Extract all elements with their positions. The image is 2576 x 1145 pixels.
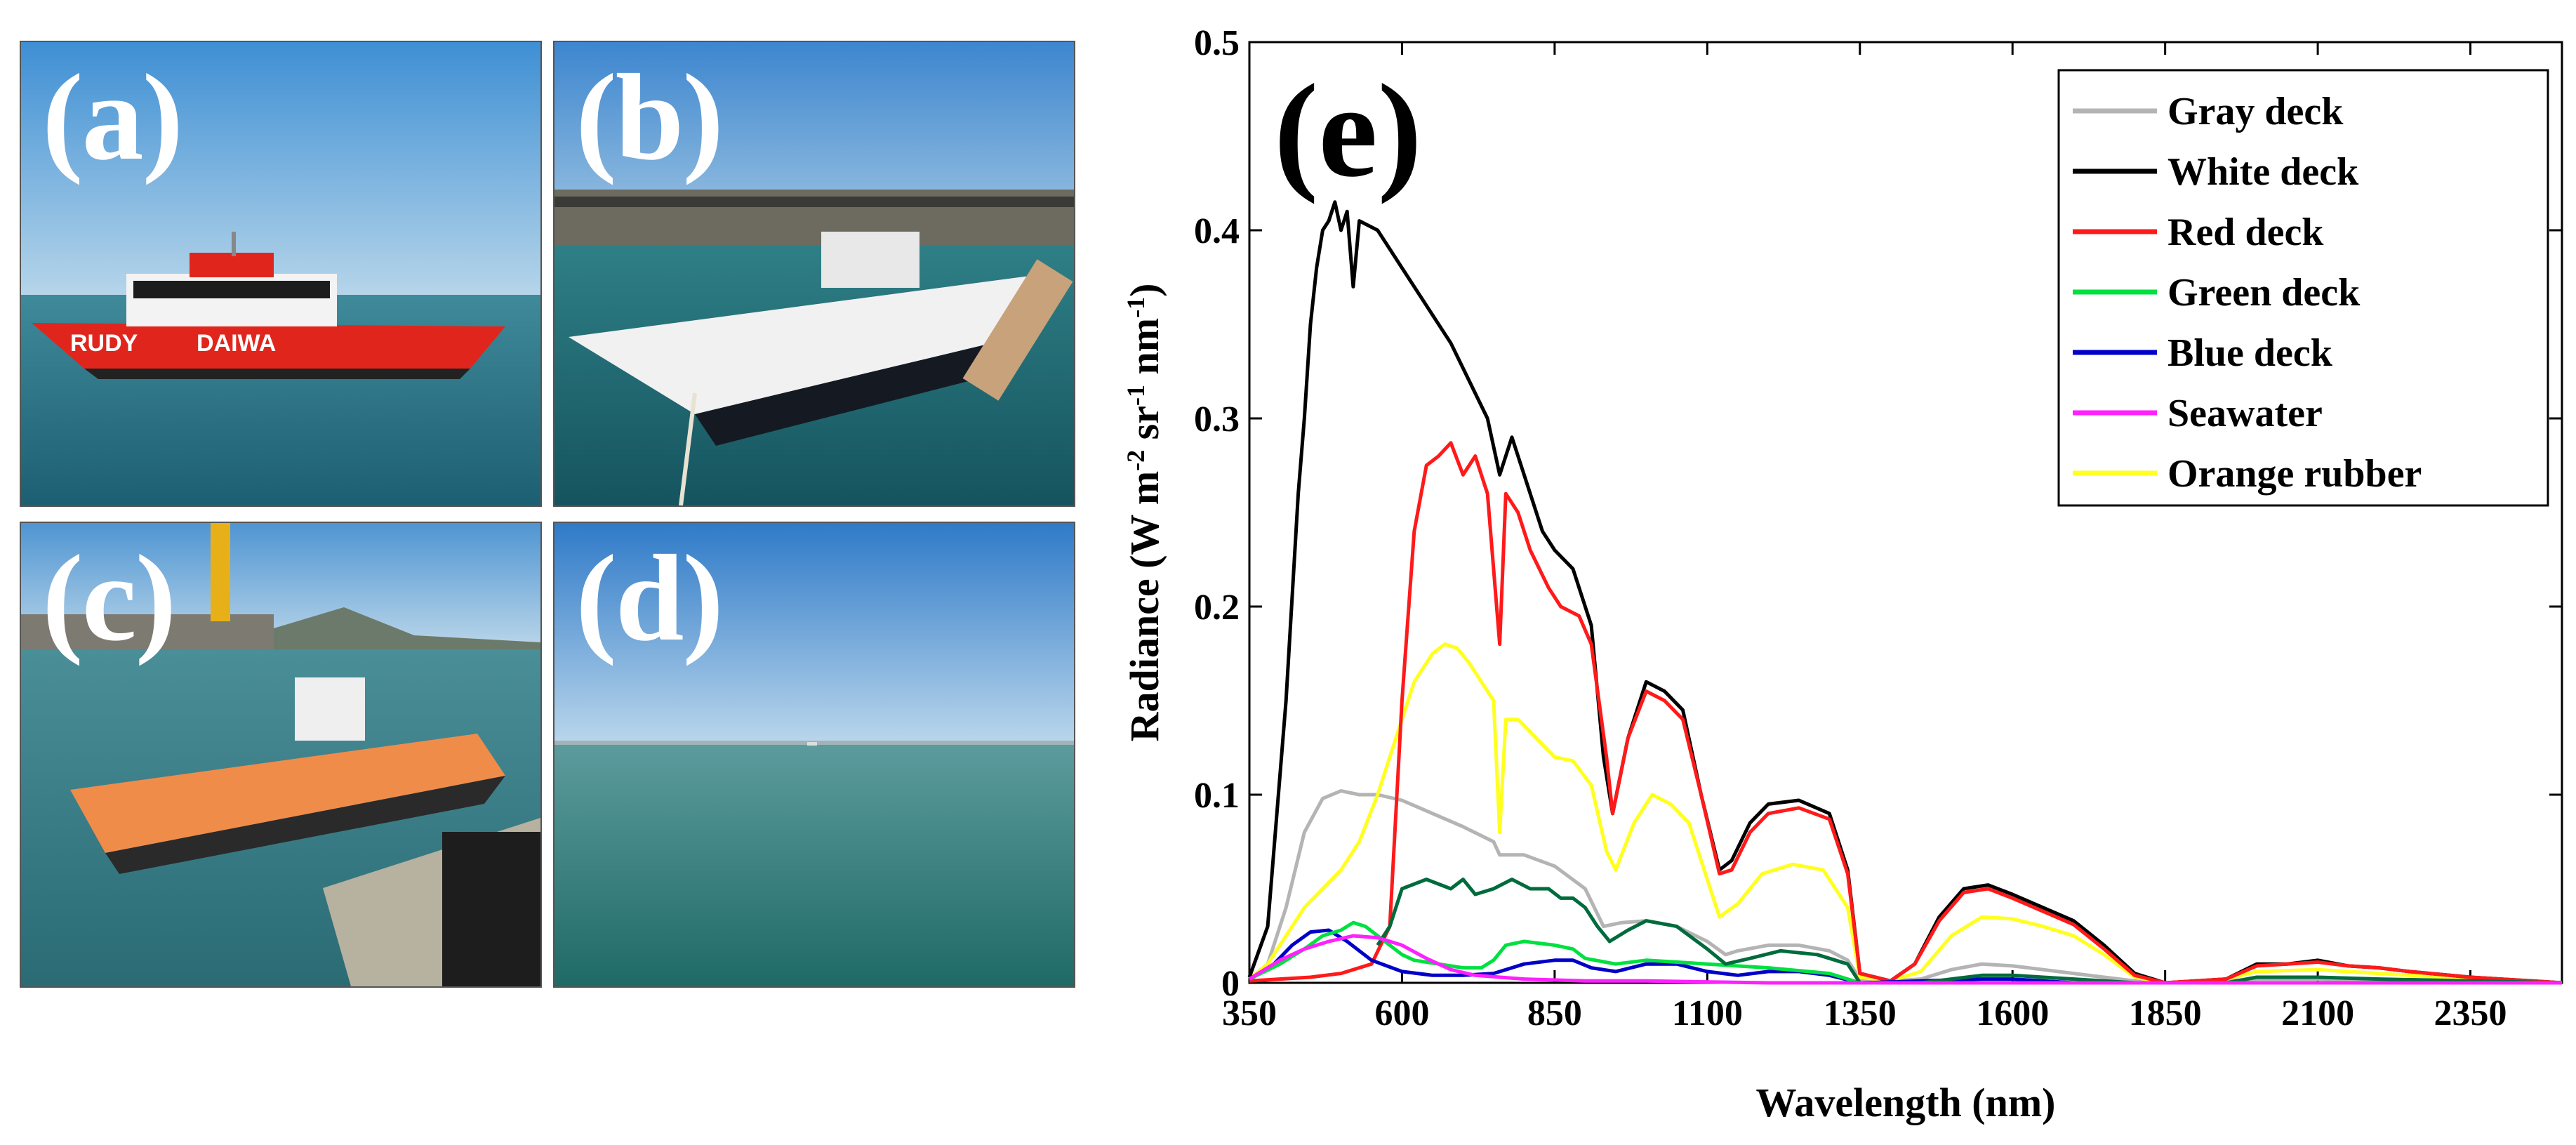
x-tick-label: 350: [1222, 993, 1277, 1033]
series-line-red-deck: [1249, 441, 2563, 985]
panel-label-c: (c): [42, 530, 176, 667]
series-line-seawater: [1248, 934, 2562, 985]
photo-panel-d: (d): [553, 522, 1075, 988]
series-line-gray-deck: [1248, 789, 2562, 985]
panel-label-d: (d): [576, 530, 724, 667]
legend-label-seawater: Seawater: [2167, 392, 2323, 435]
legend-label-white-deck: White deck: [2167, 150, 2359, 194]
legend-label-orange-rubber: Orange rubber: [2167, 452, 2422, 496]
series-lines: [1247, 200, 2563, 985]
y-tick-label: 0.4: [1194, 211, 1240, 251]
x-tick-label: 600: [1374, 993, 1429, 1033]
legend-label-blue-deck: Blue deck: [2167, 331, 2333, 375]
y-axis-title: Radiance (W m-2 sr-1 nm-1): [1122, 284, 1167, 742]
radiance-chart: 0 0.1 0.2 0.3 0.4 0.5 350 600 850 1100 1350 1600 18…: [1122, 23, 2563, 1125]
photo-panel-b: (b): [553, 41, 1075, 507]
series-line-green-deck: [1248, 920, 2562, 985]
x-tick-label: 1850: [2129, 993, 2202, 1033]
x-tick-label: 1350: [1824, 993, 1897, 1033]
seawater-photo: [555, 523, 1074, 986]
x-axis-title: Wavelength (nm): [1756, 1080, 2056, 1125]
white-deck-boat-photo: [555, 42, 1074, 505]
y-axis-ticks: 0 0.1 0.2 0.3 0.4 0.5: [1194, 23, 2562, 1004]
red-deck-boat-photo: RUDY DAIWA: [21, 42, 540, 505]
panel-label-e: (e): [1274, 58, 1422, 205]
x-tick-label: 1600: [1976, 993, 2049, 1033]
y-tick-label: 0: [1221, 964, 1240, 1004]
y-tick-label: 0.1: [1194, 776, 1240, 816]
x-axis-ticks: 350 600 850 1100 1350 1600 1850 2100 2350: [1222, 42, 2507, 1033]
legend: Gray deck White deck Red deck Green deck Blu…: [2057, 69, 2549, 507]
legend-label-gray-deck: Gray deck: [2167, 90, 2344, 133]
boat-text-daiwa: DAIWA: [197, 330, 276, 357]
series-line-orange-rubber: [1248, 642, 2563, 985]
orange-rubber-boat-photo: [21, 523, 540, 986]
panel-label-b: (b): [576, 49, 724, 186]
x-tick-label: 1100: [1672, 993, 1743, 1033]
panel-label-a: (a): [42, 49, 183, 186]
legend-label-red-deck: Red deck: [2167, 211, 2324, 254]
photo-panel-a: RUDY DAIWA (a): [20, 41, 542, 507]
legend-label-green-deck: Green deck: [2167, 271, 2361, 315]
boat-text-rudy: RUDY: [70, 330, 138, 357]
x-tick-label: 850: [1527, 993, 1582, 1033]
x-tick-label: 2100: [2281, 993, 2354, 1033]
photo-panel-c: (c): [20, 522, 542, 988]
y-tick-label: 0.5: [1194, 23, 1240, 63]
x-tick-label: 2350: [2434, 993, 2507, 1033]
y-tick-label: 0.3: [1194, 399, 1240, 439]
legend-box: [2057, 69, 2549, 507]
y-tick-label: 0.2: [1194, 588, 1240, 628]
